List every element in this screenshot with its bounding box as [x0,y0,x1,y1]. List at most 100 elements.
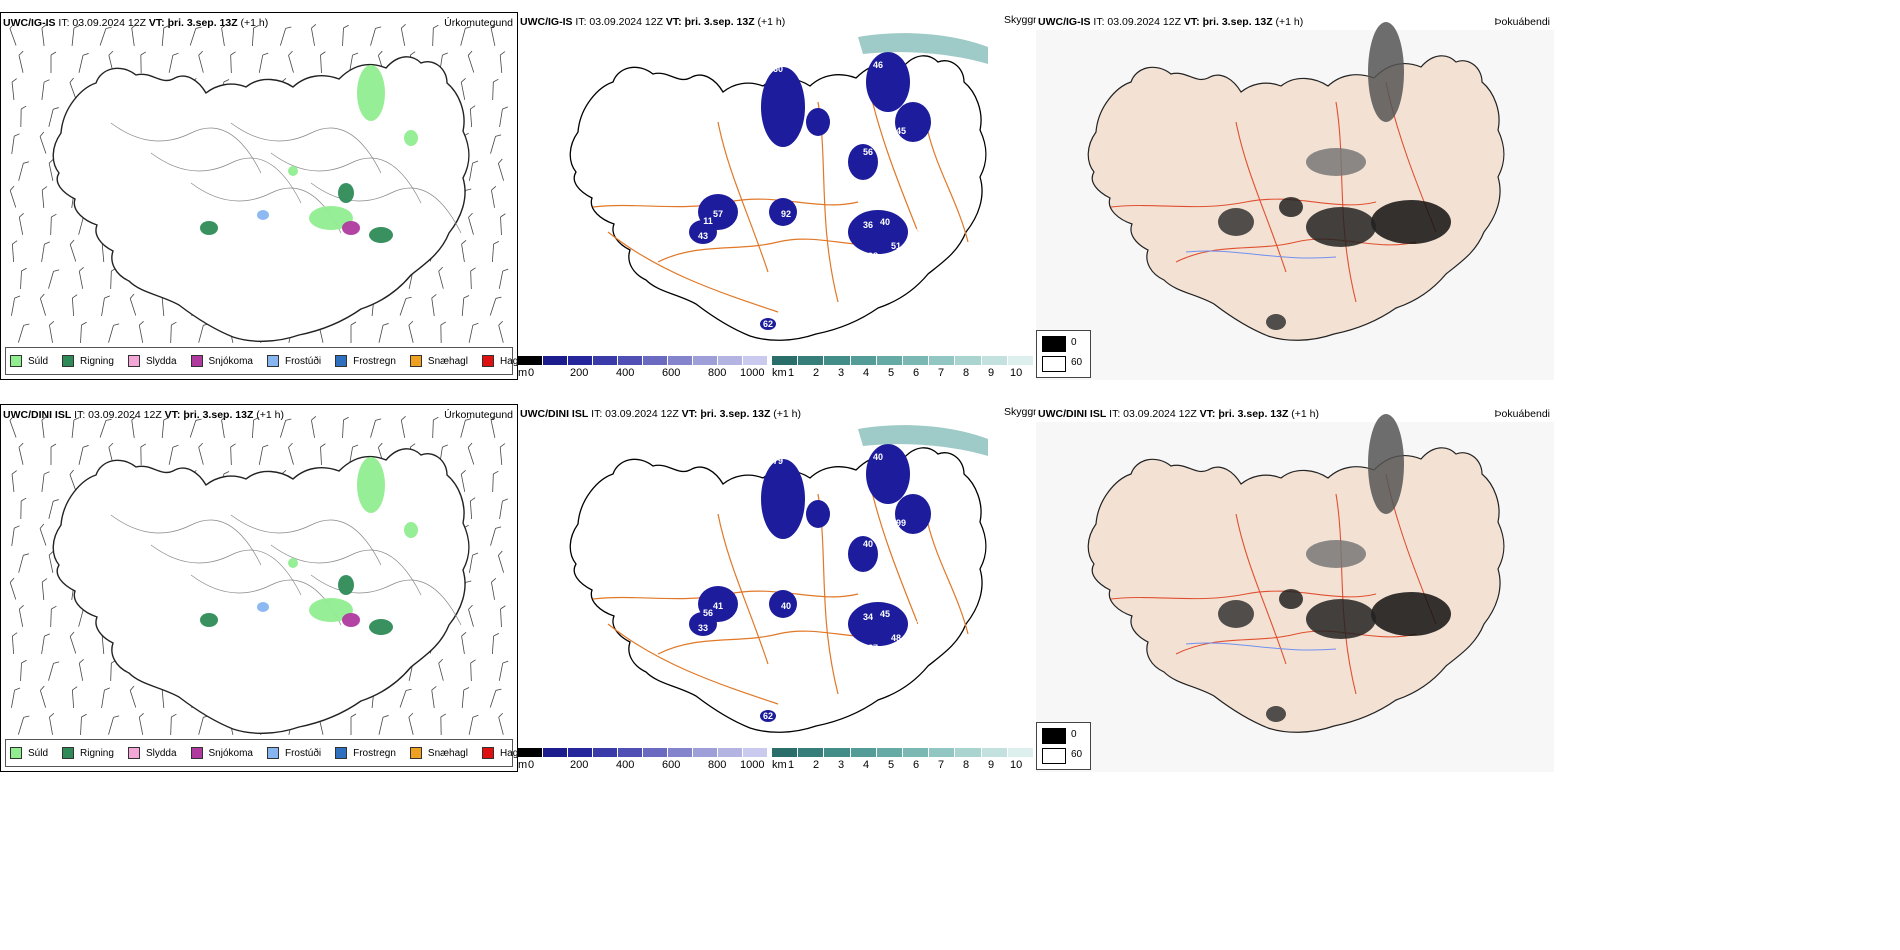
legend-swatch [62,747,75,759]
ceiling-height-label: 34 [863,180,873,190]
road [717,121,769,273]
precip-area [369,227,393,243]
wind-barb [370,26,382,46]
ceiling-height-label: 41 [911,619,921,629]
ceiling-tick: 0 [528,367,535,379]
wind-barb [489,296,502,316]
vis-tick: 4 [863,759,870,771]
ceiling-height-label: 52 [918,464,928,474]
valid-time-label: VT: [1199,408,1216,420]
legend-label: Snæhagl [427,355,468,367]
ceiling-tick: 200 [570,367,589,379]
cloud-ceiling-area [769,590,797,618]
fog-panel-bottom: UWC/DINI ISL IT: 03.09.2024 12Z VT: þri.… [1036,404,1554,772]
precip-area [338,183,354,203]
visibility-colorbar: km 1 2 3 4 5 6 7 8 9 10 [772,748,1035,774]
fog-index-area [1218,208,1254,236]
iceland-coastline [569,447,987,733]
fog-legend-max: 60 [1071,749,1083,760]
wind-barb [50,605,57,628]
ceiling-height-label: 47 [883,506,893,516]
valid-time-label: VT: [148,17,165,29]
legend-swatch [190,355,203,367]
wind-barb [468,604,474,627]
ceiling-colorbar: m 0 200 400 600 800 1000 [518,748,768,774]
legend-swatch [266,747,279,759]
init-time: IT: 03.09.2024 12Z [575,16,663,28]
ceiling-height-label: 79 [773,456,783,466]
cloud-ceiling-area [760,318,776,330]
wind-barb [49,713,55,735]
fog-swatch-white [1042,356,1066,372]
ceiling-height-label: 411 [744,576,759,586]
fog-legend-max: 60 [1071,357,1083,368]
wind-barb [288,50,294,73]
precip-area [357,457,385,513]
ceiling-height-label: 89 [843,62,853,72]
legend-label: Rigning [80,355,114,367]
legend-label: Súld [28,355,49,367]
legend-label: Slydda [145,355,177,367]
wind-barb [18,212,24,235]
precip-area [357,65,385,121]
fog-index-area [1306,540,1366,568]
wind-barb [78,658,84,681]
wind-barb [500,605,506,628]
wind-barb [221,416,227,438]
wind-barb [189,418,202,438]
wind-barb [467,50,475,73]
ceiling-tick: 200 [570,759,589,771]
legend-item: Slydda [127,747,177,759]
wind-barb [198,323,210,343]
wind-barb [69,77,77,100]
wind-barb [198,50,204,73]
wind-barb [161,417,170,439]
ceiling-height-label: 46 [873,60,883,70]
wind-barb [71,417,80,438]
ceiling-vis-panel-top: UWC/IG-IS IT: 03.09.2024 12Z VT: þri. 3.… [518,12,1036,380]
legend-item: Snæhagl [409,355,468,367]
terrain-contour [190,182,342,234]
legend-label: Frostúði [284,747,322,759]
terrain-contour [310,182,462,234]
wind-barb [399,688,412,708]
wind-barb [432,416,439,439]
legend-item: Haglél [481,747,517,759]
road [927,523,969,635]
fog-index-area [1371,592,1451,636]
ceiling-tick: 400 [616,759,635,771]
init-time: IT: 03.09.2024 12Z [1109,408,1197,420]
ceiling-height-label: 11 [743,322,753,332]
wind-barb [138,320,144,343]
road [717,513,769,665]
road [1235,121,1287,273]
road [1110,198,1377,208]
legend-swatch [10,355,22,367]
low-visibility-area [858,33,988,64]
wind-barb [108,715,120,735]
vis-colorbar-swatches [772,356,1035,365]
ceiling-height-label: 476 [716,184,731,194]
legend-label: Frostregn [353,355,396,367]
ceiling-height-label: 43 [698,231,708,241]
vis-tick: 1 [788,367,795,379]
wind-barb [498,268,509,289]
wind-barb [48,661,60,681]
wind-barb [131,24,137,46]
ceiling-colorbar-swatches [518,748,768,757]
vis-tick: 6 [913,759,920,771]
wind-barb [41,24,47,46]
wind-barb [490,526,502,546]
wind-barb [11,632,18,655]
panel-header: UWC/IG-IS IT: 03.09.2024 12Z VT: þri. 3.… [3,17,268,29]
valid-time: þri. 3.sep. 13Z [700,408,771,420]
wind-barb [110,267,117,290]
wind-barb [198,442,204,465]
visibility-colorbar: km 1 2 3 4 5 6 7 8 9 10 [772,356,1035,382]
wind-barb [499,106,508,127]
fog-index-area [1371,200,1451,244]
legend-swatch [266,355,279,367]
precip-legend: Súld Rigning Slydda Snjókoma Frostúði Frostre… [5,739,517,767]
wind-barb [432,24,439,47]
cloud-ceiling-area [848,602,908,646]
